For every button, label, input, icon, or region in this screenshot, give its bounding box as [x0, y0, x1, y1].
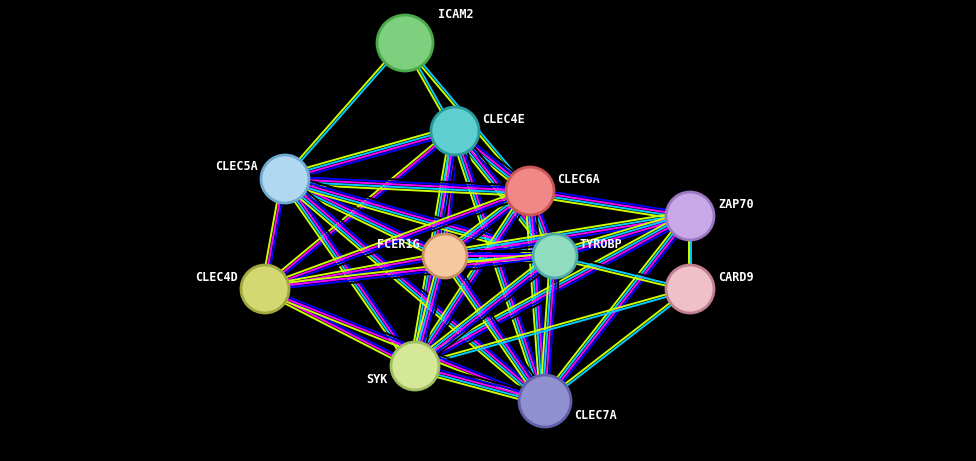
Text: FCER1G: FCER1G: [378, 237, 420, 250]
Circle shape: [533, 234, 577, 278]
Text: CLEC6A: CLEC6A: [557, 172, 599, 185]
Text: CLEC4D: CLEC4D: [195, 271, 238, 284]
Text: SYK: SYK: [367, 372, 388, 385]
Circle shape: [519, 375, 571, 427]
Circle shape: [241, 265, 289, 313]
Circle shape: [261, 155, 309, 203]
Circle shape: [666, 265, 714, 313]
Text: CLEC5A: CLEC5A: [216, 160, 258, 172]
Circle shape: [666, 192, 714, 240]
Circle shape: [423, 234, 467, 278]
Circle shape: [506, 167, 554, 215]
Circle shape: [431, 107, 479, 155]
Text: CARD9: CARD9: [718, 271, 753, 284]
Text: TYROBP: TYROBP: [580, 237, 623, 250]
Circle shape: [377, 15, 433, 71]
Text: CLEC4E: CLEC4E: [482, 112, 525, 125]
Circle shape: [391, 342, 439, 390]
Text: ZAP70: ZAP70: [718, 197, 753, 211]
Text: ICAM2: ICAM2: [438, 8, 473, 21]
Text: CLEC7A: CLEC7A: [574, 408, 617, 421]
